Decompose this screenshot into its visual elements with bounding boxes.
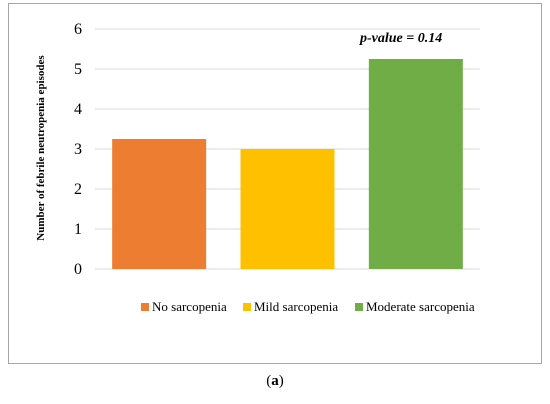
- bars: [112, 59, 463, 269]
- legend: No sarcopenia Mild sarcopenia Moderate sar…: [141, 299, 475, 314]
- bar-no-sarcopenia: [112, 139, 207, 269]
- figure-caption: (a): [0, 373, 550, 390]
- caption-open-paren: (: [266, 373, 272, 389]
- y-tick-label: 2: [74, 181, 82, 198]
- y-tick-label: 4: [74, 101, 82, 118]
- chart: 0 1 2 3 4 5 6 Number of febrile neutropenia ep…: [35, 21, 480, 314]
- y-tick-label: 6: [74, 21, 82, 38]
- legend-label: Mild sarcopenia: [254, 299, 338, 314]
- legend-swatch: [243, 303, 251, 311]
- caption-close-paren: ): [278, 373, 284, 389]
- legend-swatch: [355, 303, 363, 311]
- p-value-annotation: p-value = 0.14: [359, 31, 442, 46]
- y-tick-label: 3: [74, 141, 82, 158]
- y-tick-label: 5: [74, 61, 82, 78]
- legend-label: Moderate sarcopenia: [366, 299, 475, 314]
- y-tick-labels: 0 1 2 3 4 5 6: [74, 21, 82, 278]
- y-tick-label: 1: [74, 221, 82, 238]
- bar-mild-sarcopenia: [240, 149, 335, 269]
- y-tick-label: 0: [74, 261, 82, 278]
- y-axis-title: Number of febrile neutropenia episodes: [35, 55, 47, 241]
- legend-label: No sarcopenia: [152, 299, 227, 314]
- caption-letter: a: [271, 373, 279, 389]
- bar-moderate-sarcopenia: [368, 59, 463, 269]
- legend-swatch: [141, 303, 149, 311]
